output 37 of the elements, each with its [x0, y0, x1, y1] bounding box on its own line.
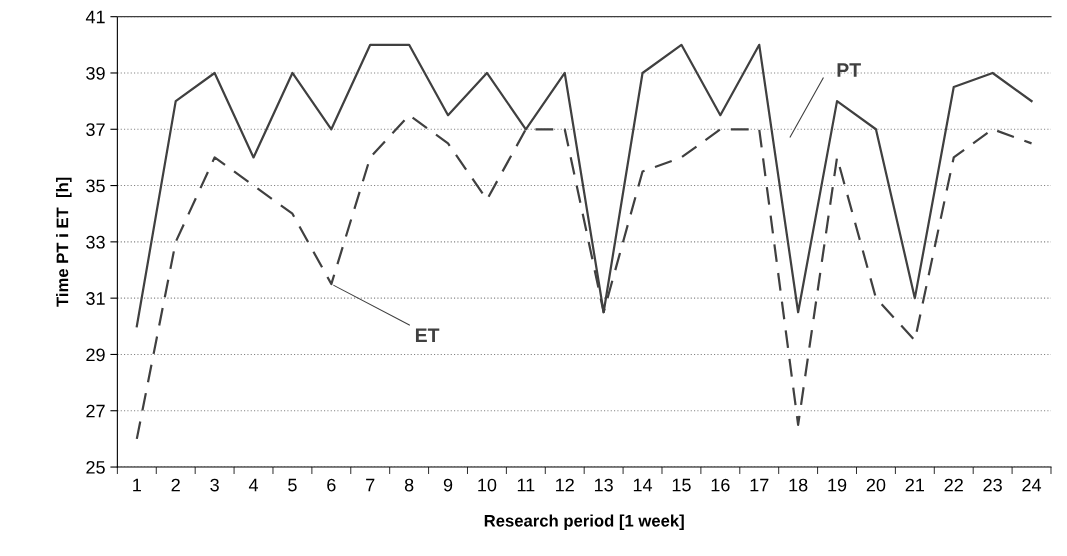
x-tick-label: 20: [866, 478, 886, 492]
x-tick-label: 12: [556, 478, 574, 492]
x-tick-label: 3: [210, 478, 219, 492]
x-tick-label: 22: [944, 478, 963, 492]
x-tick-label: 2: [171, 478, 180, 492]
x-tick-label: 14: [633, 478, 653, 492]
x-tick-label: 19: [828, 478, 847, 492]
y-tick-label: 29: [86, 348, 105, 362]
x-tick-label: 24: [1022, 478, 1042, 492]
x-tick-label: 16: [711, 478, 730, 492]
x-tick-label: 18: [789, 478, 808, 492]
y-tick-label: 31: [86, 292, 105, 305]
x-tick-label: 10: [478, 478, 497, 492]
y-tick-label: 35: [86, 179, 105, 193]
x-tick-label: 17: [750, 478, 769, 492]
x-tick-label: 11: [517, 478, 535, 492]
y-tick-label: 33: [86, 235, 105, 249]
x-tick-label: 1: [133, 478, 141, 492]
y-tick-label: 27: [86, 404, 105, 418]
x-tick-label: 8: [404, 478, 414, 492]
y-axis-title: Time PT i ET [h]: [56, 177, 72, 307]
x-tick-label: 13: [594, 478, 613, 492]
y-tick-label: 41: [85, 10, 105, 24]
x-tick-label: 6: [327, 478, 336, 492]
x-tick-label: 4: [248, 478, 259, 492]
y-tick-label: 25: [86, 460, 105, 474]
y-tick-label: 37: [86, 123, 105, 136]
x-axis-title: Research period [1 week]: [484, 514, 684, 530]
x-tick-label: 21: [905, 478, 924, 492]
x-tick-label: 23: [983, 478, 1002, 492]
x-tick-label: 5: [288, 478, 297, 492]
annotation: PT: [837, 63, 861, 77]
x-tick-label: 15: [672, 478, 691, 492]
y-tick-label: 39: [86, 66, 105, 80]
annotation: ET: [415, 328, 440, 342]
x-tick-label: 7: [366, 478, 375, 492]
x-tick-label: 9: [443, 478, 453, 492]
